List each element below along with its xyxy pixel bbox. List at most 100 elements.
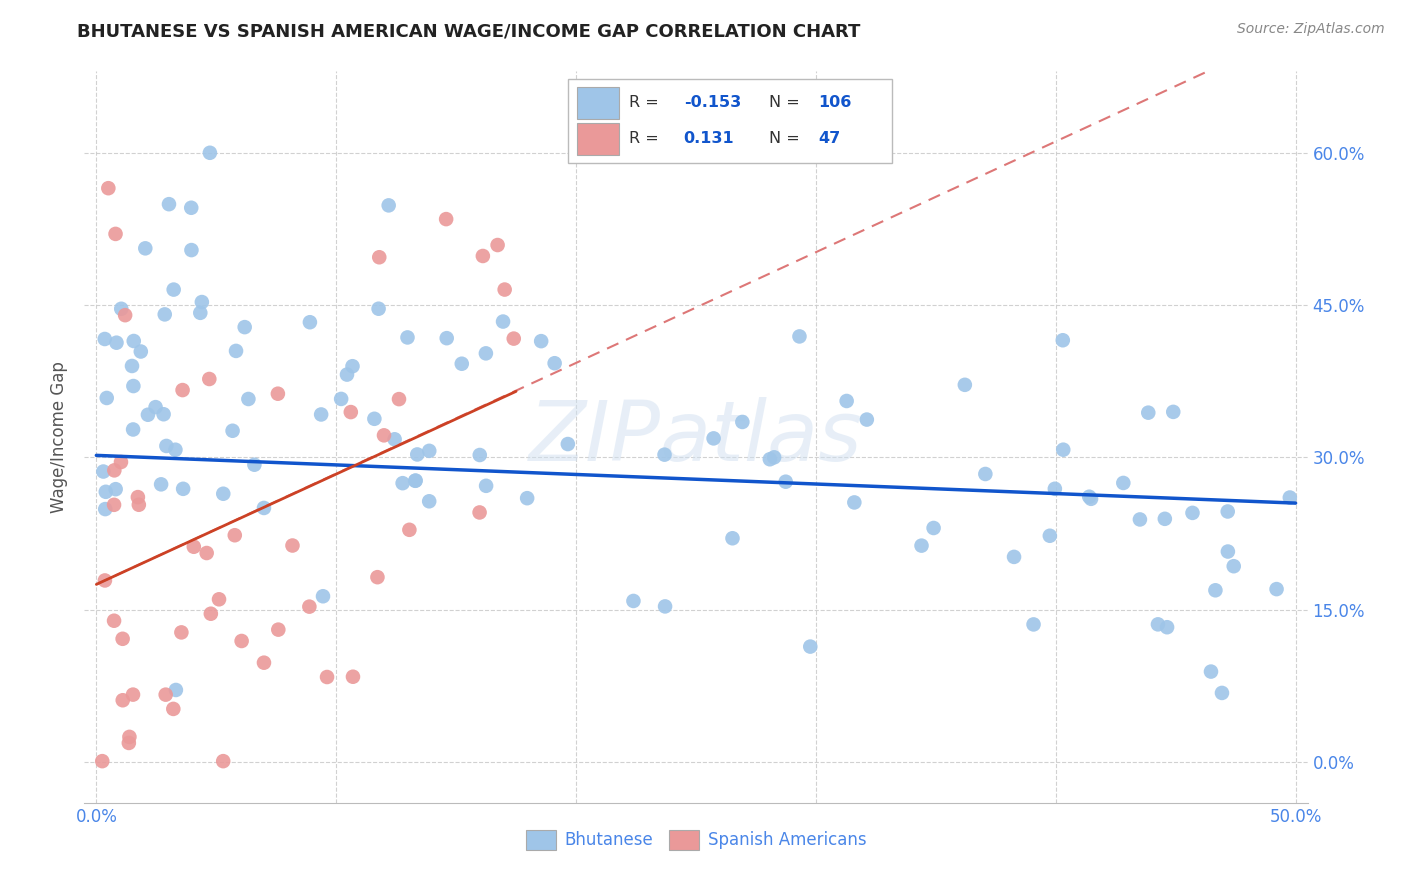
Point: [267, 623, 290, 637]
Point: [129, 344, 152, 359]
Point: [281, 539, 304, 553]
Point: [110, 455, 132, 469]
FancyBboxPatch shape: [568, 78, 891, 163]
Point: [368, 250, 391, 264]
Point: [1153, 512, 1175, 526]
Point: [910, 539, 932, 553]
Point: [1112, 475, 1135, 490]
Point: [1181, 506, 1204, 520]
Point: [231, 634, 253, 648]
Point: [309, 408, 332, 422]
Point: [225, 343, 247, 358]
Point: [1222, 559, 1244, 574]
Point: [759, 452, 782, 467]
Point: [122, 688, 145, 702]
Point: [775, 475, 797, 489]
Point: [153, 307, 176, 321]
Point: [316, 670, 339, 684]
Text: N =: N =: [769, 131, 800, 146]
Point: [165, 683, 187, 698]
Y-axis label: Wage/Income Gap: Wage/Income Gap: [51, 361, 69, 513]
Point: [1199, 665, 1222, 679]
Point: [363, 412, 385, 426]
Point: [1002, 549, 1025, 564]
Point: [162, 702, 184, 716]
Text: 0.131: 0.131: [683, 131, 734, 146]
Point: [94, 332, 117, 346]
Point: [111, 693, 134, 707]
Point: [94, 502, 117, 516]
Point: [145, 400, 167, 414]
Point: [157, 197, 180, 211]
Point: [418, 494, 440, 508]
Point: [122, 334, 145, 348]
Point: [122, 379, 145, 393]
Point: [298, 599, 321, 614]
Text: ZIPatlas: ZIPatlas: [529, 397, 863, 477]
Point: [731, 415, 754, 429]
Point: [654, 599, 676, 614]
Point: [404, 474, 426, 488]
Point: [170, 625, 193, 640]
Point: [94, 574, 117, 588]
Text: Source: ZipAtlas.com: Source: ZipAtlas.com: [1237, 22, 1385, 37]
Point: [1052, 442, 1074, 457]
Point: [494, 283, 516, 297]
Point: [121, 359, 143, 373]
Point: [188, 306, 211, 320]
Point: [340, 405, 363, 419]
Point: [253, 656, 276, 670]
Point: [1022, 617, 1045, 632]
Point: [1161, 405, 1184, 419]
Point: [1216, 504, 1239, 518]
Point: [208, 592, 231, 607]
Point: [233, 320, 256, 334]
Point: [198, 145, 221, 160]
Point: [118, 736, 141, 750]
Point: [180, 243, 202, 257]
Point: [406, 447, 429, 461]
Point: [221, 424, 243, 438]
Point: [155, 439, 177, 453]
Text: 106: 106: [818, 95, 852, 110]
Point: [243, 458, 266, 472]
Text: R =: R =: [628, 95, 658, 110]
Point: [118, 730, 141, 744]
Point: [471, 249, 494, 263]
Point: [127, 490, 149, 504]
Point: [543, 356, 565, 370]
Point: [721, 531, 744, 545]
FancyBboxPatch shape: [578, 123, 619, 155]
Point: [396, 330, 419, 344]
Point: [104, 482, 127, 496]
Point: [342, 670, 364, 684]
Text: -0.153: -0.153: [683, 95, 741, 110]
Point: [155, 688, 177, 702]
Point: [172, 482, 194, 496]
Point: [165, 442, 187, 457]
FancyBboxPatch shape: [578, 87, 619, 119]
Point: [434, 212, 457, 227]
Point: [1043, 482, 1066, 496]
Point: [475, 346, 498, 360]
Point: [136, 408, 159, 422]
Point: [516, 491, 538, 505]
Point: [1078, 490, 1101, 504]
Point: [1278, 491, 1301, 505]
Point: [330, 392, 353, 406]
Point: [183, 540, 205, 554]
Point: [763, 450, 786, 465]
Point: [492, 314, 515, 328]
Point: [436, 331, 458, 345]
Point: [703, 431, 725, 445]
Point: [468, 505, 491, 519]
Point: [1204, 583, 1226, 598]
Point: [844, 495, 866, 509]
Point: [1156, 620, 1178, 634]
Point: [200, 607, 222, 621]
Point: [530, 334, 553, 348]
Point: [1137, 406, 1160, 420]
Point: [105, 335, 128, 350]
Point: [267, 386, 290, 401]
Point: [418, 443, 440, 458]
